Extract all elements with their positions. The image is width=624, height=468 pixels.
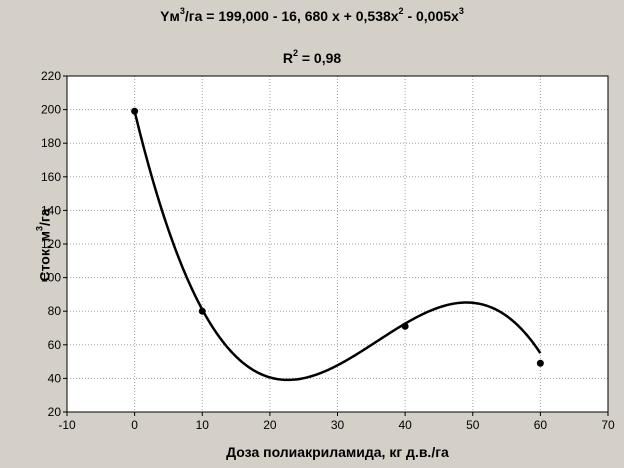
- x-tick-label: 40: [398, 418, 412, 432]
- x-tick-label: -10: [58, 418, 76, 432]
- chart-title-equation: Yм3/га = 199,000 - 16, 680 x + 0,538x2 -…: [0, 6, 624, 24]
- y-tick-label: 140: [41, 203, 61, 217]
- data-point: [401, 322, 409, 330]
- ylabel-prefix: Сток, м: [36, 231, 53, 282]
- y-tick-label: 40: [48, 371, 62, 385]
- x-tick-label: 10: [196, 418, 210, 432]
- title-mid: /га = 199,000 - 16, 680 x + 0,538x: [184, 8, 399, 24]
- x-tick-label: 20: [263, 418, 277, 432]
- title-sup-x2: 2: [398, 6, 404, 17]
- ylabel-suffix: /га: [36, 208, 53, 227]
- y-tick-label: 20: [48, 405, 62, 419]
- y-tick-label: 160: [41, 170, 61, 184]
- x-tick-label: 0: [131, 418, 138, 432]
- y-tick-label: 200: [41, 103, 61, 117]
- x-tick-label: 50: [466, 418, 480, 432]
- y-tick-label: 220: [41, 69, 61, 83]
- r2-sup: 2: [292, 48, 298, 59]
- data-point: [536, 359, 544, 367]
- r2-prefix: R: [282, 50, 293, 66]
- x-tick-label: 70: [601, 418, 615, 432]
- title-sup-x3: 3: [458, 6, 464, 17]
- y-axis-label: Сток, м3/га: [34, 208, 53, 282]
- title-sup-unit: 3: [179, 6, 185, 17]
- y-tick-label: 100: [41, 271, 61, 285]
- x-tick-label: 60: [534, 418, 548, 432]
- y-tick-label: 120: [41, 237, 61, 251]
- data-point: [198, 307, 206, 315]
- x-axis-label: Доза полиакриламида, кг д.в./га: [226, 444, 449, 460]
- y-tick-label: 60: [48, 338, 62, 352]
- title-mid2: - 0,005x: [403, 8, 459, 24]
- ylabel-sup: 3: [34, 226, 45, 232]
- chart-r-squared: R2 = 0,98: [0, 48, 624, 66]
- x-tick-label: 30: [331, 418, 345, 432]
- r2-value: = 0,98: [297, 50, 342, 66]
- title-prefix: Yм: [160, 8, 180, 24]
- data-point: [131, 107, 139, 115]
- y-tick-label: 180: [41, 136, 61, 150]
- y-tick-label: 80: [48, 304, 62, 318]
